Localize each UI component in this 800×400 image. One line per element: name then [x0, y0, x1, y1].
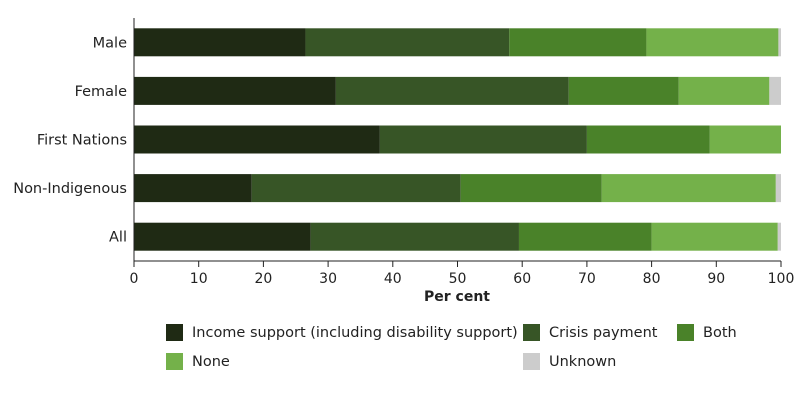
legend-label: None [192, 353, 230, 370]
bar-segment-non-indigenous-4 [775, 174, 781, 203]
bar-segment-non-indigenous-3 [601, 174, 776, 203]
x-tick-label: 80 [643, 271, 661, 287]
legend-item: Unknown [523, 353, 616, 370]
bar-segment-female-1 [335, 76, 569, 105]
bar-segment-all-0 [134, 222, 311, 251]
category-label: Non-Indigenous [13, 181, 127, 197]
bar-segment-non-indigenous-2 [460, 174, 602, 203]
bar-segment-all-2 [518, 222, 652, 251]
bars-group [134, 28, 781, 251]
x-tick-label: 0 [130, 271, 139, 287]
category-labels: Male Female First Nations Non-Indigenous All [13, 35, 127, 245]
bar-segment-male-3 [646, 28, 779, 57]
bar-segment-male-4 [778, 28, 781, 57]
bar-segment-first-nations-2 [586, 125, 710, 154]
x-tick-label: 40 [384, 271, 402, 287]
x-axis-ticks: 0 10 20 30 40 50 60 70 80 90 100 [130, 261, 795, 287]
legend-label: Income support (including disability sup… [192, 324, 518, 341]
bar-segment-male-0 [134, 28, 306, 57]
bar-segment-non-indigenous-1 [251, 174, 461, 203]
category-label: Male [93, 35, 127, 51]
x-tick-label: 20 [254, 271, 272, 287]
legend-swatch [523, 353, 540, 370]
bar-segment-all-4 [777, 222, 781, 251]
x-tick-label: 60 [513, 271, 531, 287]
bar-segment-first-nations-1 [379, 125, 587, 154]
bar-segment-female-2 [568, 76, 679, 105]
category-label: First Nations [37, 133, 127, 149]
x-tick-label: 30 [319, 271, 337, 287]
legend-label: Unknown [549, 353, 617, 370]
x-tick-label: 90 [707, 271, 725, 287]
legend-label: Crisis payment [549, 324, 658, 341]
bar-segment-non-indigenous-0 [134, 174, 252, 203]
bar-segment-first-nations-0 [134, 125, 380, 154]
bar-segment-male-2 [509, 28, 647, 57]
bar-segment-first-nations-3 [709, 125, 781, 154]
legend-swatch [677, 324, 694, 341]
x-tick-label: 50 [449, 271, 467, 287]
x-tick-label: 70 [578, 271, 596, 287]
category-label: Female [75, 84, 128, 100]
legend-swatch [523, 324, 540, 341]
category-label: All [109, 230, 127, 246]
bar-segment-female-0 [134, 76, 336, 105]
legend-item: Income support (including disability sup… [166, 324, 518, 341]
legend-item: Crisis payment [523, 324, 657, 341]
bar-segment-female-3 [678, 76, 770, 105]
bar-segment-male-1 [305, 28, 510, 57]
x-tick-label: 10 [190, 271, 208, 287]
legend-swatch [166, 353, 183, 370]
x-tick-label: 100 [768, 271, 795, 287]
legend-label: Both [703, 324, 737, 341]
legend-item: None [166, 353, 230, 370]
stacked-bar-chart: Male Female First Nations Non-Indigenous All… [13, 18, 795, 305]
bar-segment-female-4 [769, 76, 781, 105]
bar-segment-all-3 [651, 222, 778, 251]
legend-swatch [166, 324, 183, 341]
x-axis-label: Per cent [424, 289, 490, 305]
bar-segment-all-1 [310, 222, 519, 251]
legend-item: Both [677, 324, 737, 341]
